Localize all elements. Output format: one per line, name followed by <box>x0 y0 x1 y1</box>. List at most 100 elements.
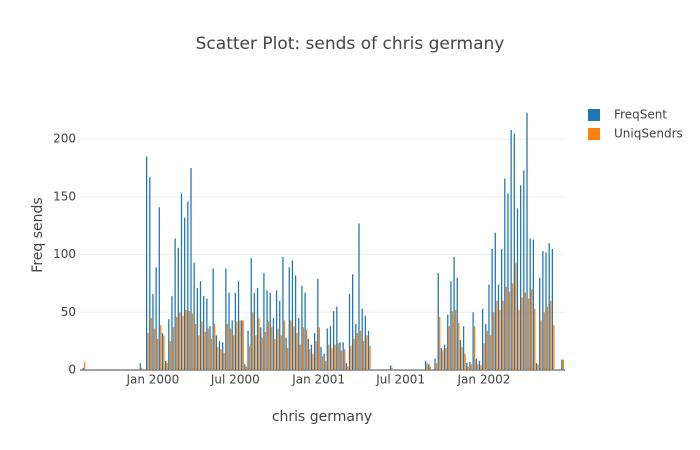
bar <box>466 363 468 370</box>
bar <box>315 341 317 370</box>
bar <box>296 333 298 370</box>
bar <box>260 327 262 370</box>
bar <box>187 201 189 370</box>
y-tick-label: 200 <box>53 132 76 146</box>
bar <box>239 320 241 370</box>
bar <box>523 170 525 370</box>
bar <box>288 267 290 370</box>
bar <box>496 300 498 370</box>
bar <box>312 353 314 370</box>
bar <box>294 275 297 370</box>
bar <box>150 318 152 370</box>
bar <box>353 338 355 370</box>
bar <box>358 223 360 370</box>
bar <box>179 312 181 370</box>
bar <box>467 366 469 370</box>
bar <box>527 298 530 370</box>
bar <box>344 349 346 370</box>
bar <box>359 330 362 370</box>
bar <box>206 298 208 370</box>
bar <box>543 312 545 370</box>
bar <box>188 311 190 370</box>
bar <box>212 268 214 370</box>
bar <box>201 321 203 370</box>
bar <box>521 297 523 370</box>
bar <box>562 359 565 370</box>
bar <box>242 320 244 370</box>
bar <box>199 281 202 370</box>
bar <box>447 314 449 370</box>
bar <box>269 292 271 370</box>
bar <box>190 168 192 370</box>
bar <box>513 133 515 370</box>
bar <box>258 318 260 370</box>
bar <box>518 310 520 370</box>
bar <box>304 292 306 370</box>
bar <box>326 328 328 370</box>
bar <box>390 365 392 370</box>
bar <box>283 320 286 370</box>
bar <box>160 325 162 370</box>
bar <box>356 333 358 370</box>
bar <box>172 327 175 370</box>
bar <box>237 281 240 370</box>
bar <box>459 340 462 370</box>
y-axis-title: Freq sends <box>30 197 46 272</box>
bar <box>534 308 536 370</box>
bar <box>248 345 251 370</box>
bar <box>256 288 259 370</box>
bar <box>443 344 446 370</box>
bar <box>366 335 368 370</box>
bar <box>505 286 507 370</box>
bar <box>293 326 295 370</box>
bar <box>220 349 222 370</box>
bar <box>184 217 186 370</box>
bar <box>290 320 292 370</box>
bar <box>512 283 514 370</box>
bar <box>298 318 300 370</box>
bar <box>532 239 534 370</box>
bar <box>255 335 257 370</box>
bar <box>223 352 225 370</box>
bar <box>475 358 477 370</box>
bar <box>328 344 330 370</box>
bar <box>261 337 263 370</box>
bar <box>456 277 458 370</box>
x-tick-label: Jul 2000 <box>210 373 260 387</box>
bar <box>510 130 512 370</box>
bar <box>156 338 159 370</box>
bar <box>451 311 454 370</box>
bar <box>203 296 205 370</box>
bar <box>333 311 335 370</box>
bar <box>516 208 519 370</box>
bar <box>185 310 187 370</box>
bar <box>149 177 151 370</box>
bar <box>320 346 322 370</box>
bar <box>435 363 438 370</box>
bar <box>217 346 219 370</box>
bar <box>478 360 481 370</box>
bar <box>163 335 165 370</box>
bar <box>317 278 319 370</box>
bar <box>299 344 301 370</box>
bar <box>210 338 213 370</box>
bar <box>508 291 511 370</box>
bar <box>342 342 344 370</box>
bar <box>302 327 305 370</box>
bar <box>161 333 164 370</box>
bar <box>195 323 197 370</box>
bar <box>453 256 455 370</box>
bar <box>369 345 371 370</box>
bar <box>196 288 198 370</box>
bar <box>214 323 216 370</box>
bar <box>537 364 539 370</box>
bar <box>348 293 351 370</box>
chart-title: Scatter Plot: sends of chris germany <box>196 34 505 54</box>
bar <box>182 315 184 370</box>
bar <box>236 321 238 370</box>
bar <box>515 262 517 370</box>
bar <box>345 363 347 370</box>
bar <box>442 350 444 370</box>
bar <box>504 178 506 370</box>
bar <box>277 328 279 370</box>
